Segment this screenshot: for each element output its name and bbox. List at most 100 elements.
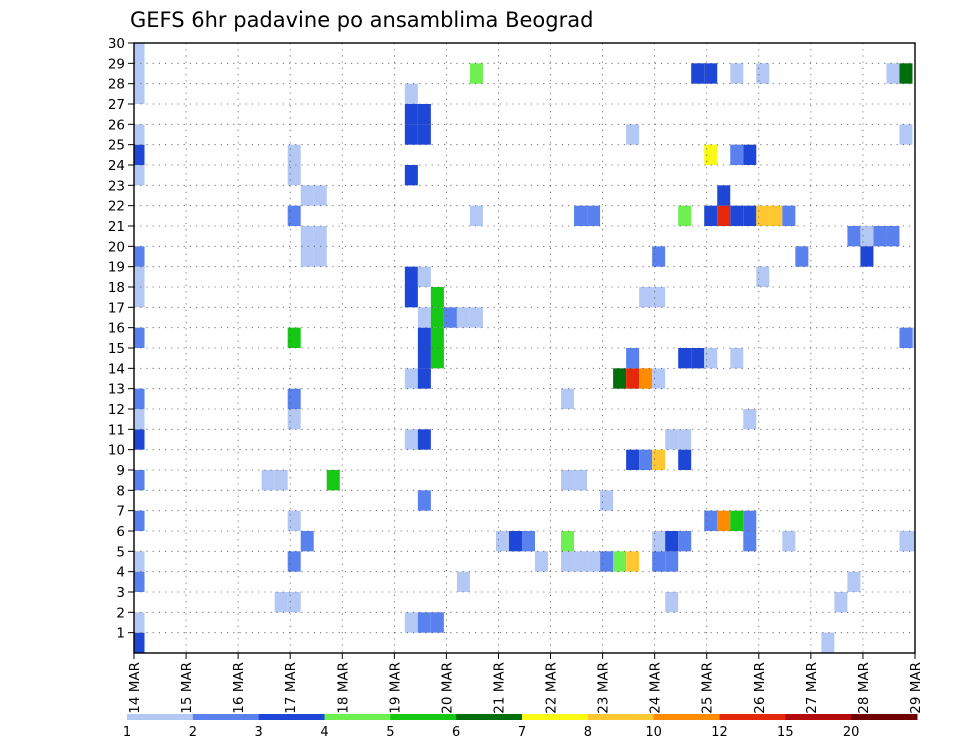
heatmap-cell	[134, 571, 145, 592]
heatmap-cell	[535, 551, 549, 572]
y-tick-label: 28	[108, 77, 125, 93]
heatmap-cell	[899, 531, 913, 552]
heatmap-cell	[134, 266, 145, 287]
heatmap-cell	[886, 226, 900, 247]
heatmap-cell	[469, 307, 483, 328]
y-tick-label: 23	[108, 178, 125, 194]
y-tick-label: 12	[108, 402, 125, 418]
x-tick-label: 21 MAR	[491, 662, 507, 714]
heatmap-cell	[561, 531, 575, 552]
heatmap-cell	[639, 368, 653, 389]
heatmap-cell	[756, 63, 770, 84]
colorbar-segment	[851, 714, 918, 720]
heatmap-cell	[417, 490, 431, 511]
heatmap-cell	[665, 429, 679, 450]
colorbar-segment	[324, 714, 391, 720]
heatmap-cell	[587, 551, 601, 572]
heatmap-cell	[404, 104, 418, 125]
x-tick-label: 14 MAR	[127, 662, 143, 714]
colorbar-segment	[719, 714, 786, 720]
heatmap-cell	[704, 144, 718, 165]
chart-title: GEFS 6hr padavine po ansamblima Beograd	[130, 8, 593, 32]
heatmap-cell	[404, 612, 418, 633]
heatmap-cell	[678, 205, 692, 226]
heatmap-cell	[134, 632, 145, 653]
heatmap-cell	[417, 429, 431, 450]
colorbar-label: 20	[843, 725, 860, 740]
colorbar-label: 1	[123, 725, 131, 740]
y-tick-label: 18	[108, 280, 125, 296]
heatmap-cell	[795, 246, 809, 267]
colorbar-label: 4	[320, 725, 328, 740]
y-tick-label: 11	[108, 422, 125, 438]
heatmap-cell	[261, 470, 275, 491]
y-tick-label: 7	[116, 504, 125, 520]
heatmap-cell	[678, 429, 692, 450]
heatmap-cell	[417, 307, 431, 328]
x-tick-label: 28 MAR	[856, 662, 872, 714]
y-tick-label: 6	[116, 524, 125, 540]
heatmap-cell	[430, 612, 444, 633]
colorbar-label: 2	[189, 725, 197, 740]
x-tick-label: 20 MAR	[439, 662, 455, 714]
heatmap-cell	[134, 612, 145, 633]
heatmap-cell	[134, 429, 145, 450]
heatmap-cell	[626, 449, 640, 470]
heatmap-cell	[613, 368, 627, 389]
colorbar-label: 7	[518, 725, 526, 740]
heatmap-cell	[417, 104, 431, 125]
colorbar-label: 5	[386, 725, 394, 740]
heatmap-cell	[287, 205, 301, 226]
x-tick-label: 29 MAR	[908, 662, 924, 714]
heatmap-cell	[313, 246, 327, 267]
heatmap-cell	[134, 124, 145, 145]
gridlines	[133, 42, 916, 653]
y-tick-label: 22	[108, 199, 125, 215]
heatmap-cell	[743, 409, 757, 430]
y-tick-label: 24	[108, 158, 125, 174]
colorbar-label: 6	[452, 725, 460, 740]
heatmap-cell	[287, 388, 301, 409]
y-tick-label: 25	[108, 138, 125, 154]
y-tick-label: 3	[116, 585, 125, 601]
heatmap-cell	[626, 348, 640, 369]
y-tick-label: 8	[116, 483, 125, 499]
heatmap-cell	[404, 83, 418, 104]
heatmap-cell	[847, 226, 861, 247]
heatmap-cell	[626, 124, 640, 145]
heatmap-cell	[313, 226, 327, 247]
y-tick-label: 21	[108, 219, 125, 235]
y-tick-label: 1	[116, 626, 125, 642]
heatmap-cell	[134, 246, 145, 267]
heatmap-cell	[134, 144, 145, 165]
heatmap-cell	[899, 327, 913, 348]
heatmap-cell	[834, 592, 848, 613]
heatmap-cell	[574, 205, 588, 226]
heatmap-cell	[665, 592, 679, 613]
heatmap-cell	[469, 63, 483, 84]
heatmap-cell	[456, 307, 470, 328]
y-tick-label: 16	[108, 321, 125, 337]
colorbar-segment	[653, 714, 720, 720]
heatmap-cell	[574, 470, 588, 491]
heatmap-cell	[287, 165, 301, 186]
heatmap-cell	[730, 144, 744, 165]
colorbar-label: 12	[711, 725, 728, 740]
y-tick-label: 4	[116, 565, 125, 581]
heatmap-cell	[417, 368, 431, 389]
heatmap-cell	[691, 348, 705, 369]
heatmap-cell	[404, 429, 418, 450]
x-tick-label: 25 MAR	[700, 662, 716, 714]
heatmap-cell	[417, 612, 431, 633]
heatmap-cell	[300, 531, 314, 552]
y-tick-label: 19	[108, 260, 125, 276]
heatmap-cell	[134, 165, 145, 186]
heatmap-cell	[134, 510, 145, 531]
heatmap-cell	[717, 510, 731, 531]
y-tick-label: 30	[108, 36, 125, 52]
heatmap-cell	[782, 531, 796, 552]
heatmap-cell	[899, 63, 913, 84]
x-tick-label: 27 MAR	[804, 662, 820, 714]
heatmap-cell	[430, 327, 444, 348]
heatmap-cell	[873, 226, 887, 247]
